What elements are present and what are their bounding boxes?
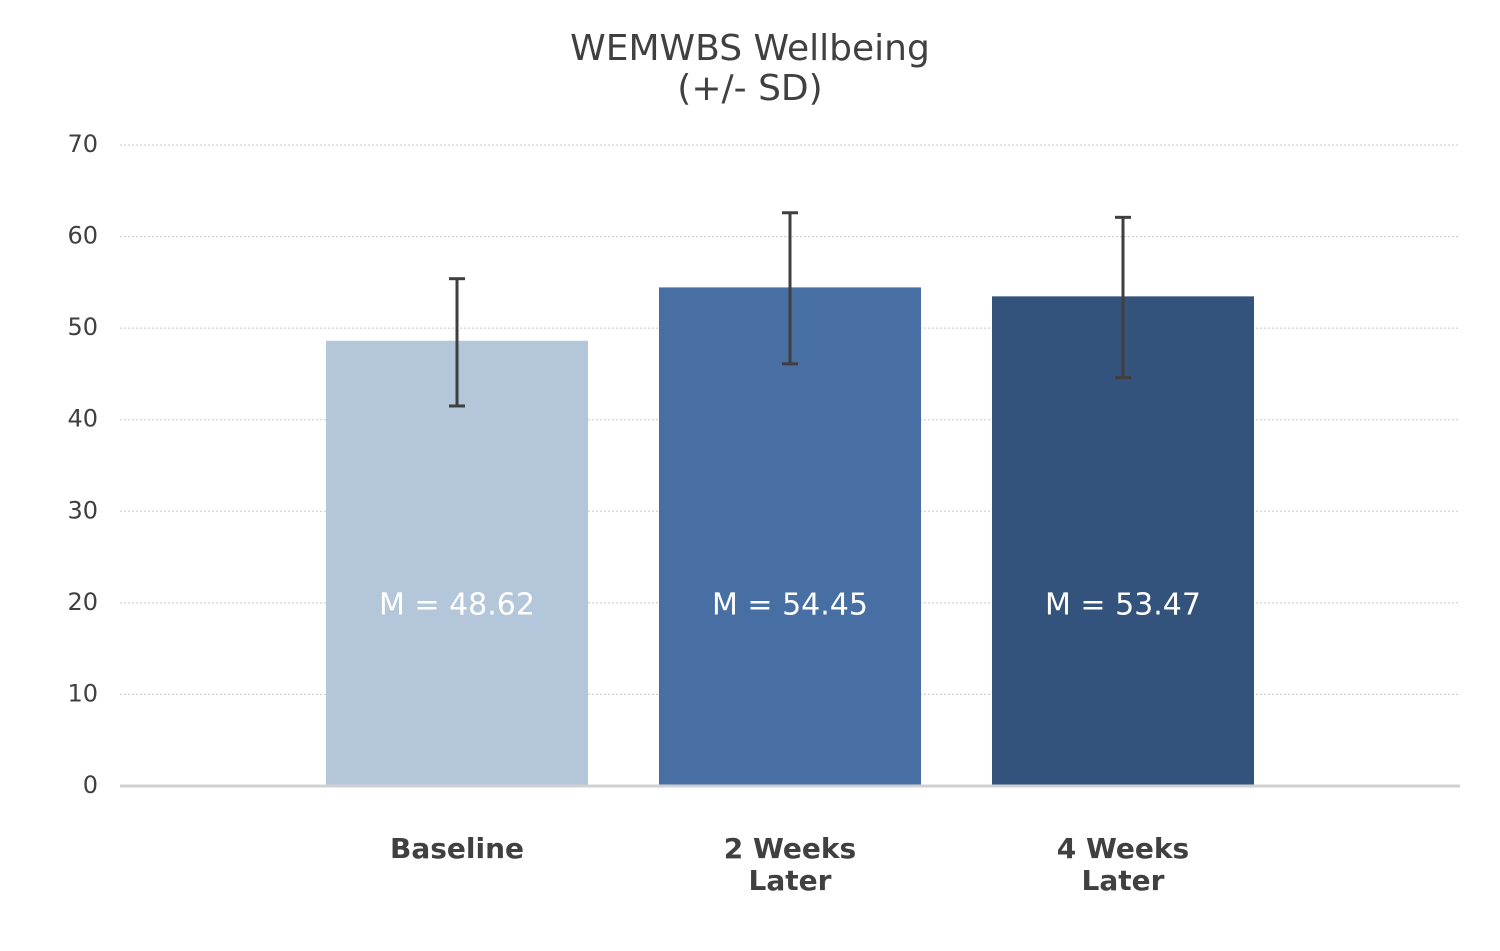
chart-title-line: (+/- SD) bbox=[677, 68, 822, 109]
y-tick-label: 20 bbox=[67, 588, 98, 616]
bar bbox=[326, 340, 588, 786]
y-tick-label: 50 bbox=[67, 313, 98, 341]
y-tick-label: 70 bbox=[67, 130, 98, 158]
error-bars bbox=[449, 211, 1131, 408]
y-tick-label: 0 bbox=[83, 771, 98, 799]
x-category-label: Baseline bbox=[390, 832, 524, 865]
error-bar bbox=[1115, 215, 1131, 380]
data-labels: M = 48.62 M = 54.45 M = 53.47 bbox=[379, 588, 1201, 623]
x-category-label: 4 Weeks bbox=[1057, 832, 1189, 865]
data-label: M = 54.45 bbox=[712, 588, 868, 623]
x-category-label: Later bbox=[749, 864, 832, 897]
bar bbox=[659, 287, 921, 786]
error-bar bbox=[782, 211, 798, 366]
y-tick-label: 30 bbox=[67, 496, 98, 524]
data-label: M = 48.62 bbox=[379, 588, 535, 623]
y-axis-ticks: 0 10 20 30 40 50 60 70 bbox=[67, 130, 98, 799]
y-tick-label: 60 bbox=[67, 222, 98, 250]
x-category-label: Later bbox=[1082, 864, 1165, 897]
x-category-label: 2 Weeks bbox=[724, 832, 856, 865]
data-label: M = 53.47 bbox=[1045, 588, 1201, 623]
y-tick-label: 40 bbox=[67, 405, 98, 433]
y-tick-label: 10 bbox=[67, 679, 98, 707]
chart-title: WEMWBS Wellbeing(+/- SD) bbox=[570, 28, 930, 109]
error-bar bbox=[449, 277, 465, 408]
chart-title-line: WEMWBS Wellbeing bbox=[570, 28, 930, 69]
bars bbox=[326, 287, 1254, 786]
